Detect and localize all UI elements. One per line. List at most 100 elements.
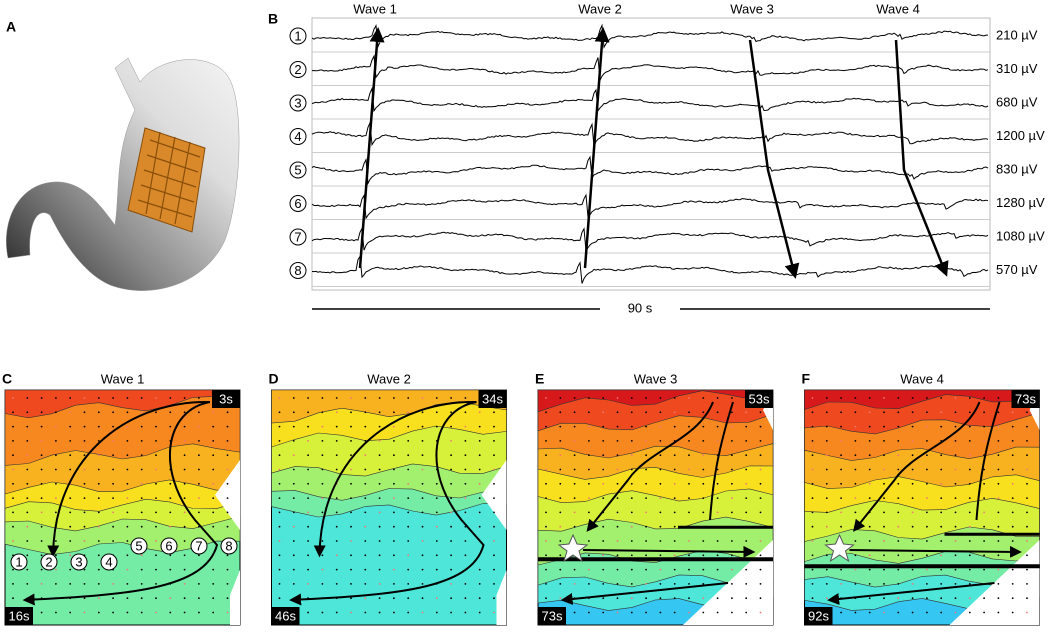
electrode-dot — [940, 468, 943, 471]
electrode-dot — [968, 597, 971, 600]
electrode-dot — [12, 397, 14, 399]
electrode-dot — [212, 468, 215, 471]
electrode-dot — [630, 583, 633, 585]
start-time: 3s — [219, 391, 233, 406]
electrode-dot — [659, 568, 662, 571]
electrode-dot — [126, 611, 129, 614]
electrode-dot — [83, 497, 86, 499]
electrode-dot — [155, 454, 157, 457]
time-badge — [804, 607, 833, 625]
electrode-dot — [588, 583, 590, 585]
electrode-dot — [378, 468, 381, 471]
electrode-dot — [811, 597, 814, 600]
electrode-dot — [968, 411, 971, 414]
electrode-dot — [321, 411, 324, 414]
activation-map: 34s 46s — [271, 389, 507, 626]
electrode-dot — [126, 525, 129, 528]
electrode-dot — [840, 454, 842, 457]
electrode-dot — [1026, 425, 1028, 428]
electrode-dot — [450, 411, 452, 414]
electrode-dot — [212, 454, 215, 457]
electrode-dot — [140, 425, 143, 428]
map-title: Wave 3 — [634, 371, 678, 386]
electrode-dot — [112, 497, 114, 499]
electrode-dot — [983, 611, 985, 614]
electrode-dot — [169, 397, 172, 399]
electrode-dot — [350, 482, 352, 485]
electrode-dot — [1026, 554, 1028, 557]
electrode-dot — [278, 454, 281, 457]
time-badge — [5, 607, 33, 625]
electrode-dot — [321, 568, 324, 571]
electrode-dot — [702, 597, 705, 600]
electrode-dot — [825, 540, 828, 542]
electrode-dot — [602, 525, 605, 528]
electrode-dot — [926, 397, 928, 399]
electrode-dot — [983, 425, 985, 428]
electrode-dot — [926, 568, 928, 571]
electrode-dot — [26, 568, 29, 571]
electrode-dot — [911, 554, 914, 557]
electrode-dot — [926, 597, 928, 600]
electrode-dot — [926, 583, 928, 585]
electrode-dot — [421, 425, 424, 428]
electrode-dot — [840, 583, 842, 585]
electrode-dot — [854, 568, 857, 571]
channel-label: 5 — [294, 162, 301, 177]
traces: Wave 1 Wave 2 Wave 3 Wave 4 1 210 µV 2 310 µV 3 6… — [289, 1, 1045, 291]
electrode-dot — [940, 597, 943, 600]
electrode-dot — [659, 440, 662, 442]
time-badge — [1011, 390, 1040, 408]
electrode-dot — [407, 411, 410, 414]
electrode-dot — [12, 440, 14, 442]
electrode-dot — [1011, 597, 1014, 600]
electrode-dot — [407, 540, 410, 542]
electrode-dot — [464, 440, 467, 442]
electrode-dot — [212, 425, 215, 428]
electrode-badge — [220, 537, 238, 555]
electrode-dot — [55, 440, 57, 442]
electrode-dot — [616, 482, 619, 485]
electrode-dot — [588, 397, 590, 399]
electrode-dot — [545, 468, 547, 471]
electrode-dot — [140, 525, 143, 528]
electrode-dot — [545, 554, 547, 557]
electrode-dot — [464, 497, 467, 499]
electrode-dot — [1026, 482, 1028, 485]
electrode-dot — [378, 611, 381, 614]
panel-label: A — [6, 19, 16, 35]
electrode-dot — [198, 497, 200, 499]
propagation-arrow — [47, 400, 211, 558]
electrode-dot — [393, 511, 395, 514]
electrode-dot — [840, 511, 842, 514]
electrode-dot — [673, 540, 676, 542]
electrode-dot — [421, 511, 424, 514]
electrode-dot — [350, 440, 352, 442]
electrode-dot — [126, 440, 129, 442]
electrode-dot — [421, 397, 424, 399]
electrode-dot — [12, 511, 14, 514]
electrode-dot — [140, 440, 143, 442]
electrode-dot — [321, 440, 324, 442]
electrode-dot — [616, 583, 619, 585]
electrode-label: 3 — [75, 554, 82, 569]
electrode-dot — [435, 397, 438, 399]
electrode-dot — [112, 454, 114, 457]
electrode-dot — [212, 568, 215, 571]
electrode-dot — [26, 468, 29, 471]
electrode-dot — [983, 440, 985, 442]
electrode-dot — [26, 525, 29, 528]
electrode-dot — [559, 440, 562, 442]
electrode-dot — [997, 482, 1000, 485]
electrode-dot — [226, 554, 229, 557]
electrode-dot — [321, 611, 324, 614]
panel-label: C — [2, 371, 12, 387]
electrode-dot — [968, 454, 971, 457]
electrode-dot — [278, 440, 281, 442]
electrode-dot — [954, 597, 957, 600]
electrode-dot — [868, 468, 871, 471]
electrode-dot — [645, 411, 647, 414]
electrode-dot — [350, 554, 352, 557]
electrode-dot — [478, 568, 481, 571]
electrode-dot — [673, 497, 676, 499]
